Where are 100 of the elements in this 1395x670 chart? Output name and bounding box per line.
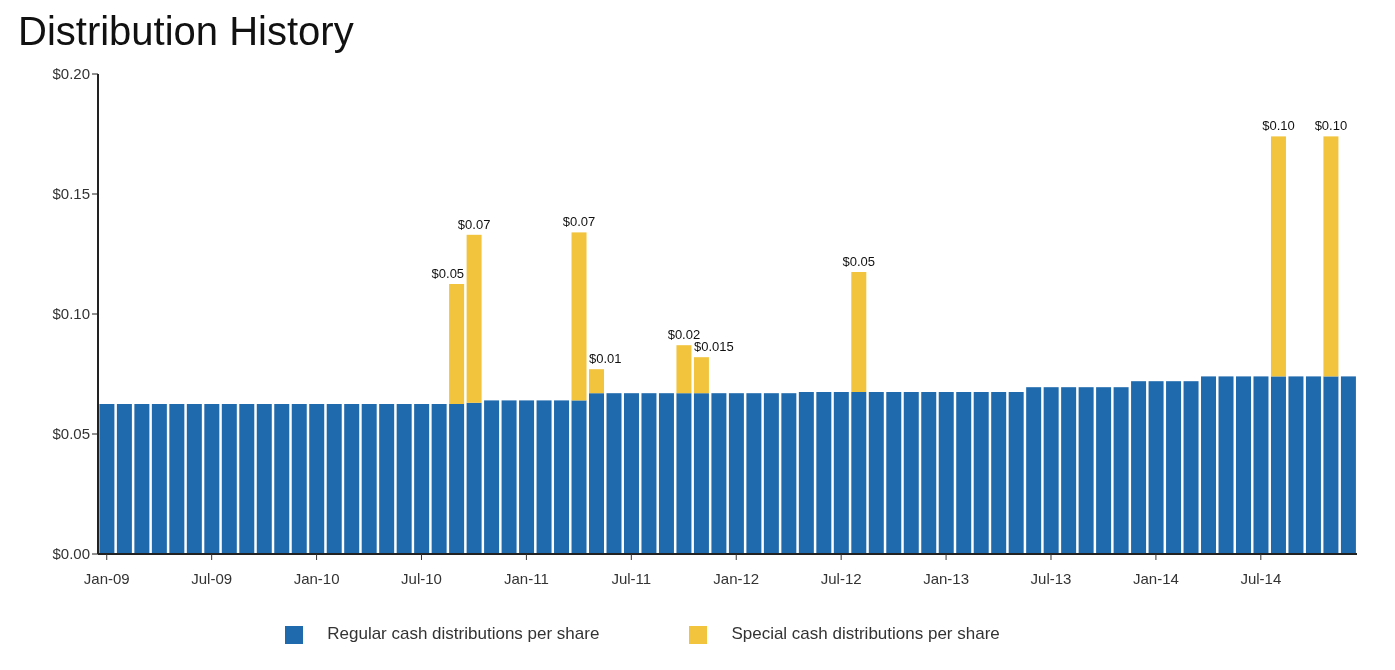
bar [781,393,797,554]
x-tick-label: Jan-14 [1132,570,1179,587]
x-tick-label: Jul-14 [1240,570,1282,587]
bar [1201,376,1217,554]
bar [693,393,709,554]
data-label: $0.07 [562,214,596,230]
bar [256,404,272,554]
bar [99,404,115,554]
y-tick-label: $0.15 [52,185,90,203]
bar [344,404,360,554]
bar [1166,381,1182,554]
bar [361,404,377,554]
bar [239,404,255,554]
bar [1323,136,1339,377]
x-tick-label: Jan-13 [923,570,970,587]
chart-title: Distribution History [17,8,355,54]
bar [956,392,972,554]
x-tick-label: Jul-11 [611,570,652,587]
bar [991,392,1007,554]
bar [1096,387,1112,554]
bar [676,345,692,394]
bar [186,404,202,554]
data-label: $0.07 [457,216,491,232]
legend-label: Regular cash distributions per share [327,624,600,643]
bar [1270,136,1286,377]
x-tick-label: Jul-13 [1030,570,1072,587]
bar [1218,376,1234,554]
x-tick-label: Jan-11 [504,570,549,587]
bar [1078,387,1094,554]
bar [396,404,412,554]
bar [1043,387,1059,554]
bar [851,392,867,554]
bar [693,357,709,394]
y-tick-label: $0.05 [52,425,90,443]
bar [763,393,779,554]
bar [291,404,307,554]
bar [676,393,692,554]
bar [1148,381,1164,554]
bar [571,232,587,401]
bar [641,393,657,554]
bar [414,404,430,554]
bar [554,400,570,554]
bar [1270,376,1286,554]
bar [571,400,587,554]
bar [1305,376,1321,554]
y-tick-label: $0.10 [52,305,90,323]
x-tick-label: Jul-10 [401,570,442,587]
x-tick-label: Jan-10 [293,570,340,587]
data-label: $0.05 [431,266,465,281]
data-label: $0.10 [1262,118,1295,134]
legend-label: Special cash distributions per share [731,624,1000,643]
x-tick-label: Jul-09 [191,570,233,587]
bar [1340,376,1356,554]
bar [886,392,902,554]
bar [1008,392,1024,554]
bar [973,392,989,554]
bar [606,393,622,554]
bar [903,392,919,554]
bar [728,393,744,554]
bar [134,404,150,554]
bar [466,402,482,554]
bar [1026,387,1042,554]
bar [466,234,482,403]
bar [1253,376,1269,554]
bar [851,272,867,392]
bar [431,404,447,554]
bar [449,404,465,554]
bar [711,393,727,554]
y-tick-label: $0.20 [52,65,90,83]
bar [833,392,849,554]
bar [449,284,465,404]
bar [1183,381,1199,554]
bar [519,400,535,554]
x-tick-label: Jan-12 [713,570,760,587]
bar [204,404,220,554]
bar [1288,376,1304,554]
bar [1061,387,1077,554]
bar [501,400,517,554]
bar [274,404,290,554]
bar [151,404,167,554]
data-label: $0.05 [842,254,876,269]
bar [536,400,552,554]
bar [746,393,762,554]
x-tick-label: Jul-12 [820,570,862,587]
bar [116,404,132,554]
bar [1236,376,1251,554]
bar [938,392,954,554]
y-tick-label: $0.00 [52,545,90,563]
bar [798,392,814,554]
data-label: $0.01 [589,351,622,367]
bar [379,404,395,554]
bar [589,393,605,554]
bar [623,393,639,554]
bar [658,393,674,554]
bar [169,404,185,554]
bar [921,392,937,554]
bar [1131,381,1147,554]
bar [868,392,884,554]
bar [484,400,500,554]
bar [326,404,342,554]
